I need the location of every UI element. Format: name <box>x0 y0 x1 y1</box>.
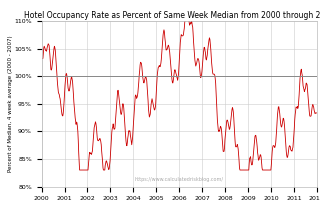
Y-axis label: Percent of Median, 4 week average (2000 - 2007): Percent of Median, 4 week average (2000 … <box>8 36 13 172</box>
Text: https://www.calculatedriskblog.com/: https://www.calculatedriskblog.com/ <box>135 177 224 182</box>
Title: Hotel Occupancy Rate as Percent of Same Week Median from 2000 through 2007: Hotel Occupancy Rate as Percent of Same … <box>24 11 320 20</box>
